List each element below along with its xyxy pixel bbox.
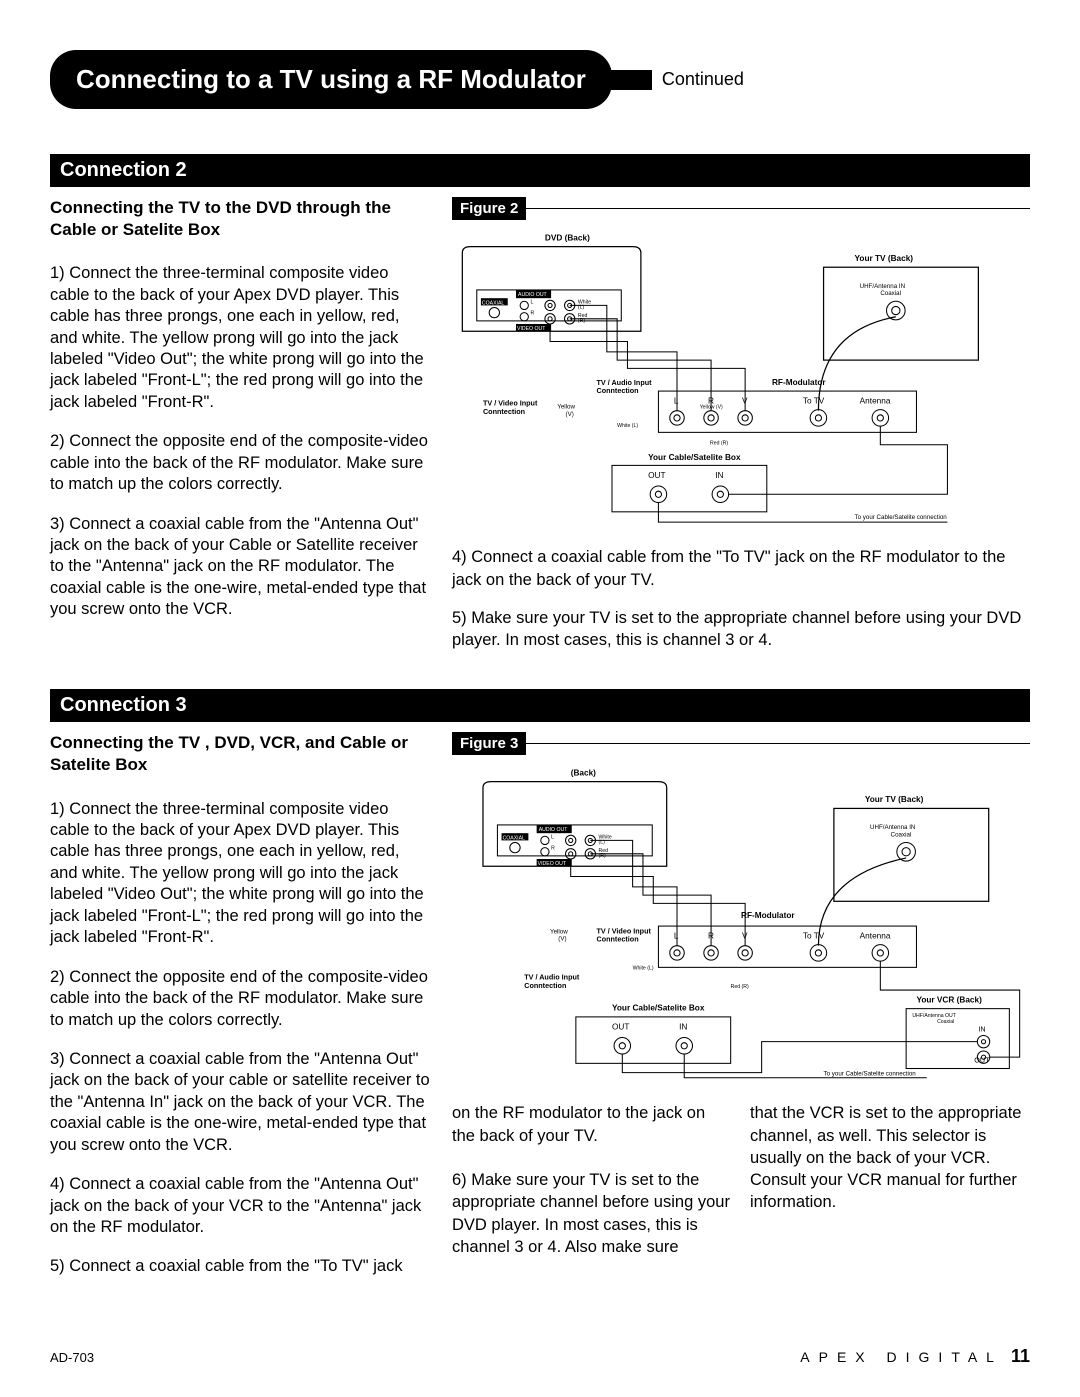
svg-text:VIDEO OUT: VIDEO OUT (517, 326, 546, 332)
svg-text:White (L): White (L) (617, 423, 638, 429)
section1-para1: 1) Connect the three-terminal composite … (50, 263, 430, 413)
svg-text:L: L (530, 299, 533, 305)
svg-text:R: R (530, 311, 534, 317)
figure2-line (526, 208, 1030, 209)
section2-right: Figure 3 (Back) COAXIAL AUDIO OUT L R Wh… (452, 732, 1030, 1296)
figure3-diagram: (Back) COAXIAL AUDIO OUT L R White(L) Re… (452, 763, 1030, 1088)
svg-text:UHF/Antenna OUT: UHF/Antenna OUT (912, 1013, 956, 1019)
svg-text:To your Cable/Satelite connect: To your Cable/Satelite connection (824, 1071, 917, 1078)
tv-label: Your TV (Back) (855, 254, 914, 263)
svg-text:R: R (551, 846, 555, 852)
svg-text:COAXIAL: COAXIAL (503, 836, 525, 842)
page-title-bar: Connecting to a TV using a RF Modulator … (50, 50, 1030, 109)
svg-text:Your Cable/Satelite Box: Your Cable/Satelite Box (648, 453, 741, 462)
figure2-svg: DVD (Back) COAXIAL AUDIO OUT L R White(L… (452, 228, 1030, 527)
svg-text:RF-Modulator: RF-Modulator (772, 378, 826, 387)
svg-text:IN: IN (978, 1025, 985, 1034)
section2-content: Connecting the TV , DVD, VCR, and Cable … (50, 732, 1030, 1296)
section1-content: Connecting the TV to the DVD through the… (50, 197, 1030, 667)
section1-rightpara2: 5) Make sure your TV is set to the appro… (452, 607, 1030, 652)
section1-para3: 3) Connect a coaxial cable from the "Ant… (50, 514, 430, 621)
section1-right: Figure 2 DVD (Back) COAXIAL AUDIO OUT L … (452, 197, 1030, 667)
svg-text:Red (R): Red (R) (710, 441, 728, 447)
svg-text:Your Cable/Satelite Box: Your Cable/Satelite Box (612, 1004, 705, 1013)
figure3-line (526, 743, 1030, 744)
svg-text:Yellow (V): Yellow (V) (700, 405, 723, 411)
svg-text:Coaxial: Coaxial (880, 290, 901, 297)
section2-para3: 3) Connect a coaxial cable from the "Ant… (50, 1049, 430, 1156)
section2-para4: 4) Connect a coaxial cable from the "Ant… (50, 1174, 430, 1238)
section-bar-connection3: Connection 3 (50, 689, 1030, 722)
svg-text:L: L (674, 932, 679, 941)
svg-text:(Back): (Back) (571, 769, 596, 778)
figure3-label-row: Figure 3 (452, 732, 1030, 755)
svg-text:To TV: To TV (803, 396, 825, 405)
svg-text:Antenna: Antenna (860, 396, 891, 405)
page-title: Connecting to a TV using a RF Modulator (50, 50, 612, 109)
figure3-label: Figure 3 (452, 732, 526, 755)
svg-text:AUDIO OUT: AUDIO OUT (518, 292, 547, 298)
footer-brand: APEX DIGITAL (800, 1349, 1003, 1365)
svg-text:Coaxial: Coaxial (891, 832, 912, 839)
section1-subheading: Connecting the TV to the DVD through the… (50, 197, 430, 241)
svg-text:To your Cable/Satelite connect: To your Cable/Satelite connection (855, 514, 948, 521)
section2-subheading: Connecting the TV , DVD, VCR, and Cable … (50, 732, 430, 776)
svg-text:(V): (V) (558, 936, 566, 943)
svg-text:IN: IN (715, 471, 723, 480)
section2-botcol2: that the VCR is set to the appropriate c… (750, 1102, 1030, 1258)
footer-brand-page: APEX DIGITAL 11 (800, 1346, 1030, 1367)
svg-text:Yellow: Yellow (557, 404, 575, 411)
dvd-label: DVD (Back) (545, 233, 590, 242)
svg-text:Coaxial: Coaxial (937, 1019, 954, 1025)
footer-page: 11 (1011, 1346, 1030, 1366)
section2-botcol1: on the RF modulator to the jack on the b… (452, 1102, 732, 1258)
svg-text:Your VCR (Back): Your VCR (Back) (916, 996, 982, 1005)
svg-text:L: L (551, 835, 554, 841)
svg-text:IN: IN (679, 1023, 687, 1032)
page-footer: AD-703 APEX DIGITAL 11 (50, 1346, 1030, 1367)
svg-text:AUDIO OUT: AUDIO OUT (539, 827, 568, 833)
svg-text:Red (R): Red (R) (731, 984, 749, 990)
svg-text:(V): (V) (566, 411, 574, 418)
title-tab-decoration (610, 70, 652, 90)
svg-text:Antenna: Antenna (860, 932, 891, 941)
section1-left: Connecting the TV to the DVD through the… (50, 197, 430, 667)
svg-text:Conntection: Conntection (483, 407, 525, 416)
figure2-label: Figure 2 (452, 197, 526, 220)
section2-bottom-cols: on the RF modulator to the jack on the b… (452, 1102, 1030, 1274)
figure2-label-row: Figure 2 (452, 197, 1030, 220)
section2-para5: 5) Connect a coaxial cable from the "To … (50, 1256, 430, 1277)
svg-text:Conntection: Conntection (597, 386, 639, 395)
svg-text:Conntection: Conntection (524, 981, 566, 990)
figure3-svg: (Back) COAXIAL AUDIO OUT L R White(L) Re… (452, 763, 1030, 1083)
svg-text:OUT: OUT (648, 471, 665, 480)
figure2-diagram: DVD (Back) COAXIAL AUDIO OUT L R White(L… (452, 228, 1030, 532)
svg-text:VIDEO OUT: VIDEO OUT (538, 862, 567, 868)
svg-text:RF-Modulator: RF-Modulator (741, 911, 795, 920)
section1-para2: 2) Connect the opposite end of the compo… (50, 431, 430, 495)
section2-left: Connecting the TV , DVD, VCR, and Cable … (50, 732, 430, 1296)
svg-text:Yellow: Yellow (550, 929, 568, 936)
svg-text:OUT: OUT (612, 1023, 629, 1032)
svg-text:Conntection: Conntection (597, 935, 639, 944)
continued-label: Continued (662, 69, 744, 90)
svg-text:To TV: To TV (803, 932, 825, 941)
svg-text:L: L (674, 396, 679, 405)
svg-text:White (L): White (L) (633, 966, 654, 972)
section-bar-connection2: Connection 2 (50, 154, 1030, 187)
section1-rightpara1: 4) Connect a coaxial cable from the "To … (452, 546, 1030, 591)
footer-model: AD-703 (50, 1350, 94, 1365)
section2-para1: 1) Connect the three-terminal composite … (50, 799, 430, 949)
svg-text:UHF/Antenna IN: UHF/Antenna IN (860, 283, 905, 290)
svg-text:UHF/Antenna IN: UHF/Antenna IN (870, 824, 915, 831)
svg-text:COAXIAL: COAXIAL (482, 300, 504, 306)
section2-para2: 2) Connect the opposite end of the compo… (50, 967, 430, 1031)
svg-text:Your TV (Back): Your TV (Back) (865, 796, 924, 805)
